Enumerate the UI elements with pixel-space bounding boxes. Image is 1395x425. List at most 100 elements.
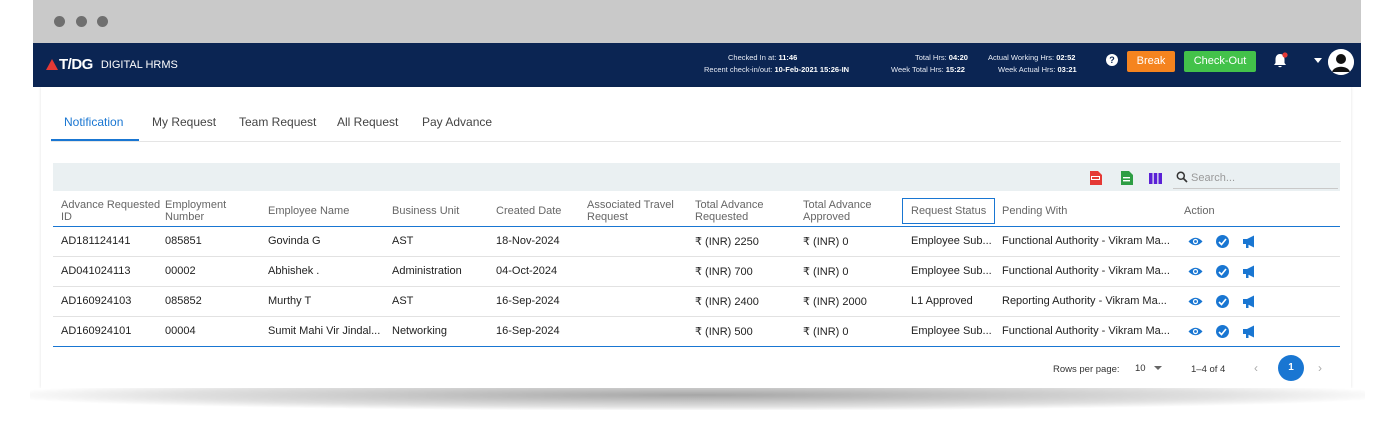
cell-pending: Functional Authority - Vikram Ma... xyxy=(1002,235,1170,247)
window-chrome xyxy=(33,0,1361,43)
columns-icon[interactable] xyxy=(1149,171,1162,185)
checked-in-value: 11:46 xyxy=(778,53,798,62)
announce-icon[interactable] xyxy=(1242,264,1257,279)
recent-checkin-info: Recent check-in/out: 10-Feb-2021 15:26-I… xyxy=(704,65,849,74)
active-tab-indicator xyxy=(51,139,139,141)
window-maximize-dot[interactable] xyxy=(97,16,108,27)
app-window: T/DG DIGITAL HRMS Checked In at: 11:46 R… xyxy=(33,0,1361,388)
prev-page-chevron-left-icon[interactable]: ‹ xyxy=(1254,361,1258,375)
tab-team-request[interactable]: Team Request xyxy=(239,115,317,129)
view-icon[interactable] xyxy=(1188,324,1203,339)
cell-status: Employee Sub... xyxy=(911,325,992,337)
window-close-dot[interactable] xyxy=(54,16,65,27)
cell-id: AD160924103 xyxy=(61,295,132,307)
cell-emp-no: 085851 xyxy=(165,235,202,247)
approve-icon[interactable] xyxy=(1215,294,1230,309)
view-icon[interactable] xyxy=(1188,294,1203,309)
cell-id: AD160924101 xyxy=(61,325,132,337)
brand-logo[interactable]: T/DG DIGITAL HRMS xyxy=(46,56,178,73)
col-advance-requested-id-line1: Advance Requested xyxy=(61,199,161,211)
col-employment-number[interactable]: Employment Number xyxy=(165,199,226,223)
col-total-approved-line2: Approved xyxy=(803,211,851,223)
view-icon[interactable] xyxy=(1188,264,1203,279)
cell-id: AD181124141 xyxy=(61,235,131,247)
cell-requested: ₹ (INR) 500 xyxy=(695,326,753,338)
rows-per-page-label: Rows per page: xyxy=(1053,364,1120,375)
table-row[interactable]: AD160924103 085852 Murthy T AST 16-Sep-2… xyxy=(53,287,1340,317)
cell-pending: Functional Authority - Vikram Ma... xyxy=(1002,265,1170,277)
window-minimize-dot[interactable] xyxy=(76,16,87,27)
profile-menu-chevron-icon[interactable] xyxy=(1314,58,1322,63)
col-business-unit[interactable]: Business Unit xyxy=(392,205,460,217)
table-row[interactable]: AD041024113 00002 Abhishek . Administrat… xyxy=(53,257,1340,287)
cell-date: 16-Sep-2024 xyxy=(496,325,560,337)
break-button[interactable]: Break xyxy=(1127,51,1175,72)
col-total-requested-line2: Requested xyxy=(695,211,749,223)
cell-status: Employee Sub... xyxy=(911,265,992,277)
announce-icon[interactable] xyxy=(1242,324,1257,339)
checked-in-label: Checked In at: xyxy=(728,53,777,62)
request-tabs: Notification My Request Team Request All… xyxy=(51,109,1341,142)
col-employment-number-line2: Number xyxy=(165,211,205,223)
total-hrs-value: 04:20 xyxy=(948,53,968,62)
cell-approved: ₹ (INR) 0 xyxy=(803,266,849,278)
search-input[interactable] xyxy=(1191,169,1336,186)
tab-notification[interactable]: Notification xyxy=(64,115,124,129)
table-row[interactable]: AD160924101 00004 Sumit Mahi Vir Jindal.… xyxy=(53,317,1340,347)
col-associated-travel-request[interactable]: Associated Travel Request xyxy=(587,199,674,223)
rows-per-page-chevron-down-icon[interactable] xyxy=(1154,366,1162,370)
excel-export-icon[interactable] xyxy=(1120,171,1133,185)
col-total-advance-approved[interactable]: Total Advance Approved xyxy=(803,199,872,223)
week-actual-label: Week Actual Hrs: xyxy=(998,65,1056,74)
help-icon[interactable]: ? xyxy=(1106,54,1118,66)
app-name: DIGITAL HRMS xyxy=(100,58,178,71)
logo-triangle-icon xyxy=(46,59,58,70)
announce-icon[interactable] xyxy=(1242,234,1257,249)
user-avatar-icon[interactable] xyxy=(1328,49,1354,75)
table-row[interactable]: AD181124141 085851 Govinda G AST 18-Nov-… xyxy=(53,227,1340,257)
cell-bu: AST xyxy=(392,295,414,307)
search-box xyxy=(1173,167,1338,189)
cell-date: 16-Sep-2024 xyxy=(496,295,560,307)
announce-icon[interactable] xyxy=(1242,294,1257,309)
col-total-advance-requested[interactable]: Total Advance Requested xyxy=(695,199,764,223)
week-total-value: 15:22 xyxy=(945,65,965,74)
cell-emp-no: 085852 xyxy=(165,295,202,307)
week-total-info: Week Total Hrs: 15:22 xyxy=(891,65,965,74)
checkout-button[interactable]: Check-Out xyxy=(1184,51,1256,72)
col-request-status[interactable]: Request Status xyxy=(902,198,996,224)
approve-icon[interactable] xyxy=(1215,324,1230,339)
week-total-label: Week Total Hrs: xyxy=(891,65,944,74)
approve-icon[interactable] xyxy=(1215,264,1230,279)
col-employment-number-line1: Employment xyxy=(165,199,227,211)
tab-my-request[interactable]: My Request xyxy=(152,115,217,129)
pdf-export-icon[interactable] xyxy=(1089,171,1102,185)
cell-pending: Reporting Authority - Vikram Ma... xyxy=(1002,295,1167,307)
col-employee-name[interactable]: Employee Name xyxy=(268,205,350,217)
page-button[interactable]: 1 xyxy=(1278,355,1304,381)
tab-pay-advance[interactable]: Pay Advance xyxy=(422,115,493,129)
actual-hrs-value: 02:52 xyxy=(1056,53,1076,62)
col-advance-requested-id[interactable]: Advance Requested ID xyxy=(61,199,160,223)
cell-approved: ₹ (INR) 2000 xyxy=(803,296,867,308)
view-icon[interactable] xyxy=(1188,234,1203,249)
cell-name: Govinda G xyxy=(268,235,321,247)
actual-hrs-label: Actual Working Hrs: xyxy=(988,53,1055,62)
cell-name: Murthy T xyxy=(268,295,312,307)
cell-bu: AST xyxy=(392,235,414,247)
cell-status: L1 Approved xyxy=(911,295,973,307)
main-content: Notification My Request Team Request All… xyxy=(41,87,1351,388)
next-page-chevron-right-icon[interactable]: › xyxy=(1318,361,1322,375)
total-hrs-info: Total Hrs: 04:20 xyxy=(915,53,968,62)
tab-all-request[interactable]: All Request xyxy=(337,115,399,129)
approve-icon[interactable] xyxy=(1215,234,1230,249)
col-pending-with[interactable]: Pending With xyxy=(1002,205,1068,217)
cell-id: AD041024113 xyxy=(61,265,131,277)
actual-hrs-info: Actual Working Hrs: 02:52 xyxy=(988,53,1075,62)
cell-status: Employee Sub... xyxy=(911,235,992,247)
rows-per-page-select[interactable]: 10 xyxy=(1135,363,1146,374)
notification-bell-icon[interactable] xyxy=(1271,51,1289,71)
col-created-date[interactable]: Created Date xyxy=(496,205,562,217)
search-icon xyxy=(1176,171,1188,183)
